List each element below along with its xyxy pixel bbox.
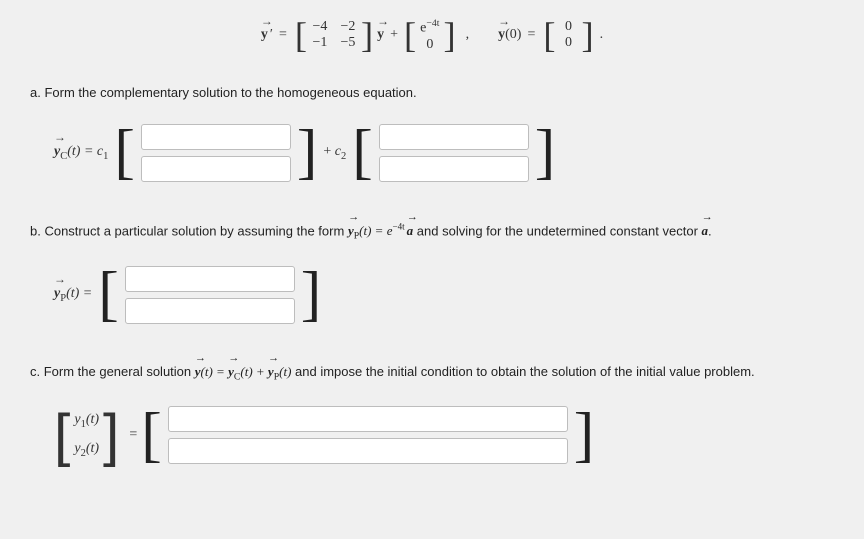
equals-sign: = (129, 427, 137, 443)
part-a-label: a. Form the complementary solution to th… (30, 85, 844, 114)
yc-c1-top-input[interactable] (141, 124, 291, 150)
yp-top-input[interactable] (125, 266, 295, 292)
yp-bot-input[interactable] (125, 298, 295, 324)
yp-lhs: →yP(t) = (54, 286, 92, 304)
part-c-label: c. Form the general solution →y(t) = →yC… (30, 364, 844, 397)
part-c: c. Form the general solution →y(t) = →yC… (20, 358, 844, 499)
part-b-label: b. Construct a particular solution by as… (30, 222, 844, 256)
coefficient-matrix: [ −4−2 −1−5 ] (295, 17, 373, 53)
yc-lhs: →yC(t) = c1 (54, 144, 108, 162)
problem-equation: →y′ = [ −4−2 −1−5 ] →y + [ e−4t 0 ] , (20, 12, 844, 79)
part-a: a. Form the complementary solution to th… (20, 79, 844, 216)
plus-c2: + c2 (323, 144, 346, 162)
yc-c2-bot-input[interactable] (379, 156, 529, 182)
yc-c1-bot-input[interactable] (141, 156, 291, 182)
forcing-vector: [ e−4t 0 ] (404, 16, 456, 55)
part-b: b. Construct a particular solution by as… (20, 216, 844, 358)
ivp-lhs-vector: [ y1(t) y2(t) ] (54, 402, 119, 469)
ivp-y1-input[interactable] (168, 406, 568, 432)
yc-c2-top-input[interactable] (379, 124, 529, 150)
initial-condition-vector: [ 0 0 ] (543, 17, 593, 53)
ivp-y2-input[interactable] (168, 438, 568, 464)
